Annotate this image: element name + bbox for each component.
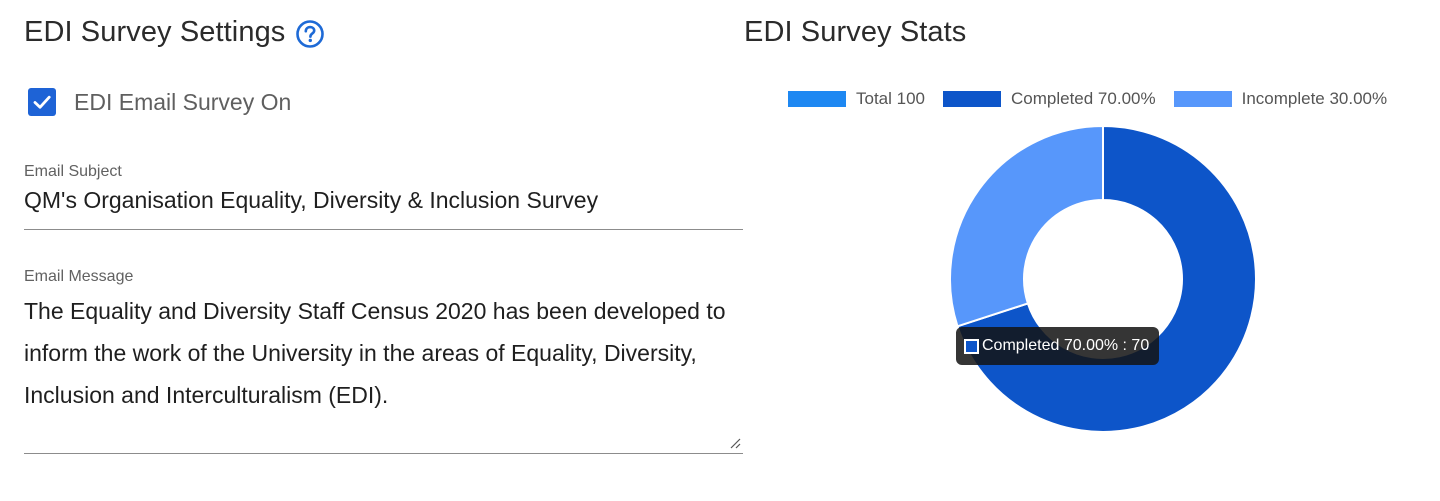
tooltip-text: Completed 70.00% : 70: [982, 337, 1150, 354]
tooltip-swatch: [964, 338, 979, 354]
legend-swatch-total: [788, 91, 846, 107]
email-subject-label: Email Subject: [24, 163, 122, 180]
email-subject-input[interactable]: QM's Organisation Equality, Diversity & …: [24, 187, 599, 213]
legend-swatch-completed: [943, 91, 1001, 107]
legend-item-completed[interactable]: Completed 70.00%: [943, 89, 1156, 109]
chart-legend: Total 100 Completed 70.00% Incomplete 30…: [788, 89, 1387, 109]
survey-settings-panel: EDI Survey Settings EDI Email Survey On …: [24, 0, 744, 501]
checkmark-icon: [33, 95, 51, 109]
email-subject-field[interactable]: Email Subject QM's Organisation Equality…: [24, 163, 743, 230]
email-survey-checkbox[interactable]: [28, 88, 56, 116]
survey-stats-panel: EDI Survey Stats Total 100 Completed 70.…: [744, 0, 1440, 501]
email-survey-label: EDI Email Survey On: [74, 88, 292, 115]
legend-swatch-incomplete: [1173, 91, 1232, 107]
legend-label-total: Total 100: [856, 89, 925, 108]
legend-item-incomplete[interactable]: Incomplete 30.00%: [1173, 89, 1388, 109]
question-circle-icon[interactable]: [295, 19, 325, 49]
donut-chart[interactable]: [948, 124, 1258, 434]
settings-title-text: EDI Survey Settings: [24, 16, 286, 48]
settings-title: EDI Survey Settings: [24, 16, 325, 49]
legend-item-total[interactable]: Total 100: [788, 89, 925, 109]
chart-tooltip: Completed 70.00% : 70: [956, 327, 1160, 365]
legend-label-completed: Completed 70.00%: [1011, 89, 1156, 108]
email-survey-toggle[interactable]: EDI Email Survey On: [28, 88, 291, 116]
legend-label-incomplete: Incomplete 30.00%: [1241, 89, 1388, 108]
resize-handle-icon[interactable]: [729, 437, 741, 449]
stats-title: EDI Survey Stats: [744, 16, 967, 48]
email-message-label: Email Message: [24, 268, 134, 285]
email-message-field[interactable]: Email Message The Equality and Diversity…: [24, 268, 743, 454]
email-message-textarea[interactable]: The Equality and Diversity Staff Census …: [24, 298, 726, 408]
donut-slice-incomplete[interactable]: [949, 124, 1104, 328]
